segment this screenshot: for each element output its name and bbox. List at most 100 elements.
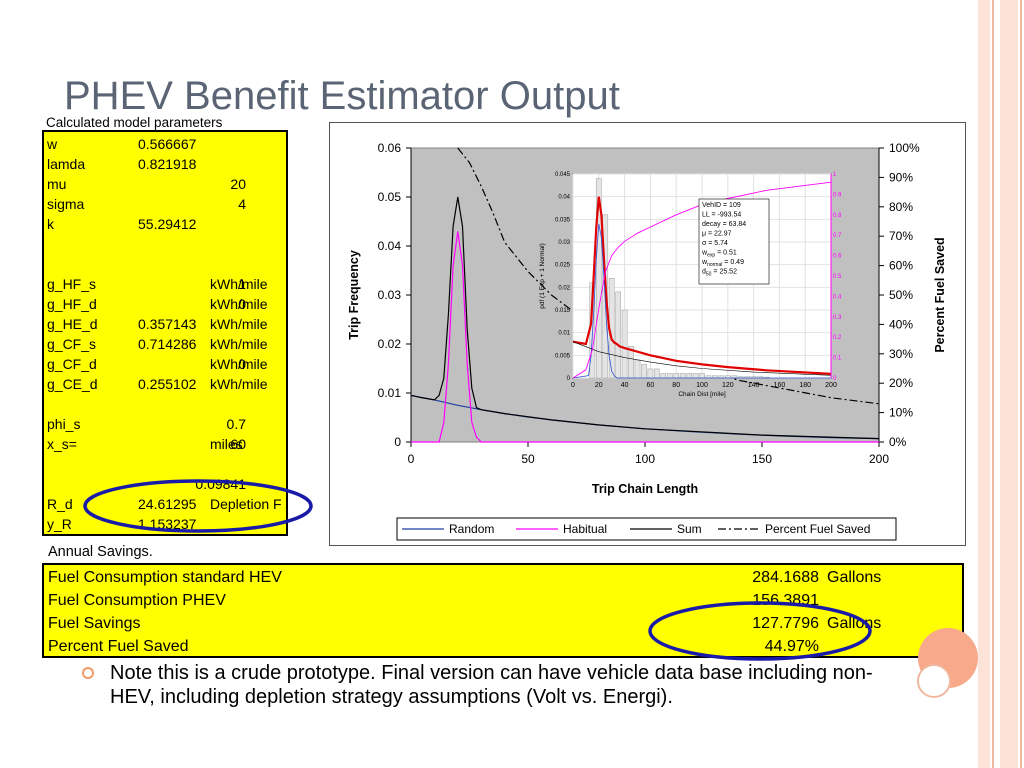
inset-annotation-text: = 0.51 [715, 250, 737, 257]
inset-y-tick-label: 0.045 [555, 172, 571, 178]
inset-x-tick-label: 100 [696, 382, 708, 389]
y-tick-label: 0 [394, 435, 401, 449]
inset-x-tick-label: 80 [672, 382, 680, 389]
annual-savings-caption: Annual Savings. [48, 544, 153, 560]
inset-annotation-text: VehID = 109 [702, 202, 741, 209]
inset-annotation-text: normal [707, 262, 722, 268]
inset-y-tick-label: 0.015 [555, 308, 571, 314]
inset-annotation-text: exp [707, 253, 715, 259]
inset-annotation-line: wnormal = 0.49 [701, 259, 744, 268]
inset-annotation-box [698, 198, 770, 285]
y-tick-label: 0.03 [378, 288, 402, 302]
x-axis-label: Trip Chain Length [592, 482, 698, 496]
savings-label: Fuel Consumption PHEV [48, 592, 226, 609]
param-row: g_HE_d 0.357143 kWh/mile [44, 314, 286, 334]
inset-x-tick-label: 140 [748, 382, 760, 389]
y-axis-label: Trip Frequency [347, 250, 361, 340]
series-line-habitual [411, 231, 879, 443]
inset-y2-tick-label: 0.8 [833, 213, 842, 219]
bullet-icon [82, 667, 94, 679]
y2-tick-label: 0% [889, 435, 907, 449]
param-row: sigma 4 [44, 194, 286, 214]
y2-tick-label: 90% [889, 170, 913, 184]
y-tick-label: 0.06 [378, 141, 402, 155]
param-row: x_s= 60 miles [44, 434, 286, 454]
param-name: w [47, 136, 58, 152]
param-value: 24.61295 [138, 496, 197, 512]
inset-y2-tick-label: 0.6 [833, 254, 842, 260]
savings-value: 44.97% [764, 638, 819, 655]
stripe-decoration [992, 0, 994, 768]
inset-y-tick-label: 0.01 [558, 331, 570, 337]
param-name: phi_s [47, 416, 81, 432]
param-name: R_d [47, 496, 73, 512]
param-unit: kWh/mile [210, 336, 268, 352]
inset-annotation-text: μ = 22.97 [702, 231, 732, 238]
stripe-decoration [1020, 0, 1022, 768]
savings-value: 284.1688 [752, 569, 819, 586]
param-row: mu 20 [44, 174, 286, 194]
stripe-decoration [978, 0, 990, 768]
y2-tick-label: 70% [889, 229, 913, 243]
param-row: lamda 0.821918 [44, 154, 286, 174]
param-name: g_HF_s [47, 276, 97, 292]
inset-y-tick-label: 0 [567, 376, 571, 382]
y2-tick-label: 30% [889, 347, 913, 361]
inset-annotation-text: LL = -993.54 [702, 212, 741, 219]
param-value: 0 [238, 296, 246, 312]
inset-annotation-line: wexp = 0.51 [701, 250, 737, 259]
inset-y-tick-label: 0.02 [558, 285, 570, 291]
inset-y2-tick-label: 1 [833, 172, 837, 178]
y-tick-label: 0.04 [378, 239, 402, 253]
y2-tick-label: 20% [889, 376, 913, 390]
param-value: 0.714286 [138, 336, 197, 352]
inset-y2-tick-label: 0 [833, 376, 837, 382]
inset-annotation-text: 50 [706, 272, 712, 278]
inset-y2-tick-label: 0.3 [833, 315, 842, 321]
savings-row: Fuel Consumption standard HEV 284.1688 Gal… [44, 566, 962, 589]
y2-tick-label: 40% [889, 317, 913, 331]
inset-y-axis-label: pdf (1 Exp + 1 Normal) [539, 243, 546, 309]
series-line-sum [410, 196, 880, 440]
x-tick-label: 150 [752, 452, 772, 466]
inset-annotation-line: σ = 5.74 [702, 240, 728, 247]
inset-x-tick-label: 160 [774, 382, 786, 389]
x-tick-label: 100 [635, 452, 655, 466]
inset-x-tick-label: 40 [621, 382, 629, 389]
legend-label: Percent Fuel Saved [765, 522, 870, 536]
param-name: y_R [47, 516, 72, 532]
param-unit: kWh/mile [210, 296, 268, 312]
param-unit: Depletion F [210, 496, 282, 512]
chart-panel: 0 0.01 0.02 0.03 0.04 0.05 0.06 0% 10% 20% 30% 40% 5… [329, 122, 966, 546]
inset-annotation-text: w [701, 259, 708, 266]
param-unit: kWh/mile [210, 376, 268, 392]
param-row: g_CF_s 0.714286 kWh/mile [44, 334, 286, 354]
inset-x-tick-label: 120 [722, 382, 734, 389]
series-line-percent-fuel-saved [457, 147, 880, 405]
trip-frequency-chart: 0 0.01 0.02 0.03 0.04 0.05 0.06 0% 10% 20% 30% 40% 5… [347, 141, 947, 541]
param-name: g_HF_d [47, 296, 97, 312]
inset-y-tick-label: 0.03 [558, 240, 570, 246]
inset-y2-tick-label: 0.1 [833, 356, 842, 362]
inset-annotation-text: = 25.52 [711, 269, 737, 276]
inset-x-tick-label: 0 [571, 382, 575, 389]
inset-annotation-line: d50 = 25.52 [702, 269, 737, 278]
param-row: g_HF_d 0 kWh/mile [44, 294, 286, 314]
param-row: k 55.29412 [44, 214, 286, 234]
inset-y-tick-label: 0.025 [555, 263, 571, 269]
param-name: mu [47, 176, 67, 192]
param-name: x_s= [47, 436, 77, 452]
inset-annotation-text: decay = 63.84 [702, 221, 746, 228]
y2-tick-label: 50% [889, 288, 913, 302]
param-value: 60 [230, 436, 246, 452]
param-value: 0.821918 [138, 156, 197, 172]
note-text: Note this is a crude prototype. Final ve… [110, 662, 873, 708]
slide-title: PHEV Benefit Estimator Output [64, 74, 620, 118]
accent-circle-decoration [917, 664, 951, 698]
param-name: g_CE_d [47, 376, 98, 392]
inset-annotation-line: VehID = 109 [702, 202, 741, 209]
highlight-ring-rd [83, 479, 313, 533]
inset-y-tick-label: 0.035 [555, 217, 571, 223]
inset-x-tick-label: 180 [799, 382, 811, 389]
param-name: sigma [47, 196, 85, 212]
